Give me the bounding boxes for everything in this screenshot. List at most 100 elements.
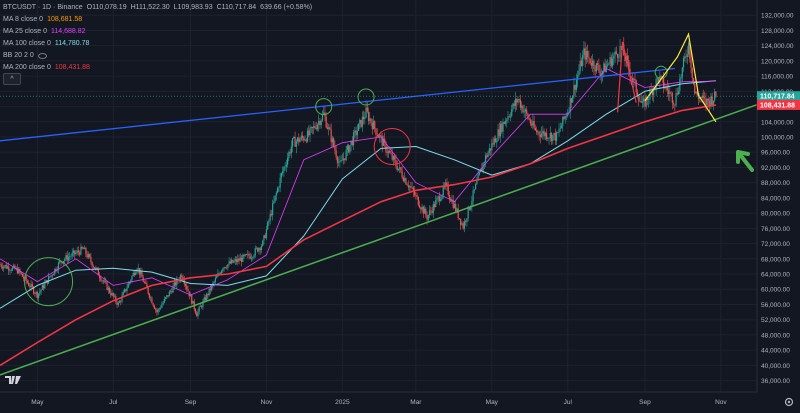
price-tick-label: 44,000.00 [761, 348, 790, 355]
candle-body [270, 213, 273, 216]
chart-drawings [0, 32, 758, 376]
candle-body [265, 229, 268, 238]
candle-body [370, 118, 372, 123]
candle-body [168, 291, 170, 297]
candle-body [310, 126, 312, 128]
candle-body [198, 306, 200, 312]
candle-body [582, 55, 584, 67]
candle-body [96, 267, 98, 269]
candle-body [552, 135, 554, 141]
indicator-bb[interactable]: BB 20 2 0 [3, 50, 312, 62]
candle-body [584, 48, 586, 60]
candle-body [80, 246, 82, 255]
candle-body [614, 51, 616, 56]
candle-body [550, 133, 553, 141]
candle-body [659, 76, 661, 83]
hidden-eye-icon[interactable] [37, 53, 47, 59]
candle-body [674, 104, 676, 106]
candle-body [91, 261, 93, 267]
candle-body [274, 195, 276, 201]
indicator-ma200[interactable]: MA 200 close 0 108,431.88 [3, 62, 312, 74]
indicator-ma8[interactable]: MA 8 close 0 108,681.58 [3, 14, 312, 26]
candle-body [635, 80, 637, 93]
candle-body [438, 196, 441, 202]
candle-body [110, 292, 112, 296]
candle-body [135, 272, 137, 276]
candle-body [598, 64, 600, 71]
candle-body [157, 309, 159, 313]
candle-body [442, 185, 444, 196]
candle-body [676, 93, 678, 95]
candle-body [712, 100, 715, 105]
candle-body [558, 128, 560, 133]
candle-body [334, 146, 336, 151]
candle-body [648, 99, 650, 101]
candle-body [685, 56, 687, 58]
candle-body [557, 132, 559, 133]
indicator-ma100[interactable]: MA 100 close 0 114,780.78 [3, 38, 312, 50]
highlight-circle [24, 257, 74, 307]
candle-body [167, 295, 169, 297]
candle-body [375, 128, 377, 135]
candle-body [304, 139, 306, 141]
candle-body [44, 283, 46, 289]
candle-body [5, 264, 7, 269]
candle-body [412, 187, 414, 192]
candle-body [87, 254, 89, 258]
candle-body [4, 264, 6, 267]
candle-body [651, 89, 654, 96]
candle-body [467, 206, 469, 219]
indicator-ma25[interactable]: MA 25 close 0 114,688.82 [3, 26, 312, 38]
price-axis-bg [757, 0, 800, 409]
price-tick-label: 124,000.00 [761, 43, 794, 50]
symbol-label[interactable]: BTCUSDT · 1D · Binance [3, 4, 83, 11]
candle-body [411, 187, 413, 189]
candle-body [269, 213, 271, 221]
candle-body [356, 130, 358, 136]
candle-body [267, 221, 269, 230]
candle-body [150, 297, 152, 299]
candle-body [279, 177, 281, 188]
candle-body [706, 98, 708, 105]
candle-body [569, 98, 571, 112]
candle-body [460, 218, 462, 225]
candle-body [613, 55, 615, 59]
candle-body [677, 91, 680, 95]
candle-body [574, 84, 576, 90]
time-tick-label: Sep [639, 399, 651, 406]
candle-body [595, 63, 597, 72]
candle-body [89, 254, 91, 257]
candle-body [396, 165, 398, 171]
candle-body [245, 254, 248, 255]
highlight-circle [357, 88, 375, 106]
candle-body [184, 284, 187, 286]
candle-body [316, 124, 319, 130]
symbol-ohlc-row[interactable]: BTCUSDT · 1D · Binance O110,078.19 H111,… [3, 2, 312, 14]
price-tick-label: 72,000.00 [761, 241, 790, 248]
candle-body [453, 204, 456, 208]
indicator-value: 108,681.58 [47, 16, 83, 23]
gear-icon[interactable] [783, 395, 795, 407]
candle-body [252, 257, 254, 259]
candle-body [66, 255, 68, 261]
candle-body [491, 143, 493, 151]
candle-body [28, 282, 30, 286]
candle-body [259, 248, 261, 250]
candle-body [8, 266, 10, 271]
candle-body [191, 294, 193, 304]
candle-body [543, 131, 545, 137]
candle-body [64, 259, 66, 261]
candle-body [542, 131, 544, 134]
candle-body [715, 91, 717, 97]
candle-body [145, 282, 147, 284]
price-tick-label: 96,000.00 [761, 150, 790, 157]
candle-body [426, 214, 428, 220]
candle-body [161, 304, 163, 308]
candle-body [498, 129, 500, 137]
candle-body [314, 126, 316, 129]
candle-body [501, 123, 503, 132]
collapse-legend-button[interactable]: ^ [3, 73, 21, 85]
time-tick-label: Nov [261, 399, 273, 406]
candle-body [496, 140, 498, 143]
